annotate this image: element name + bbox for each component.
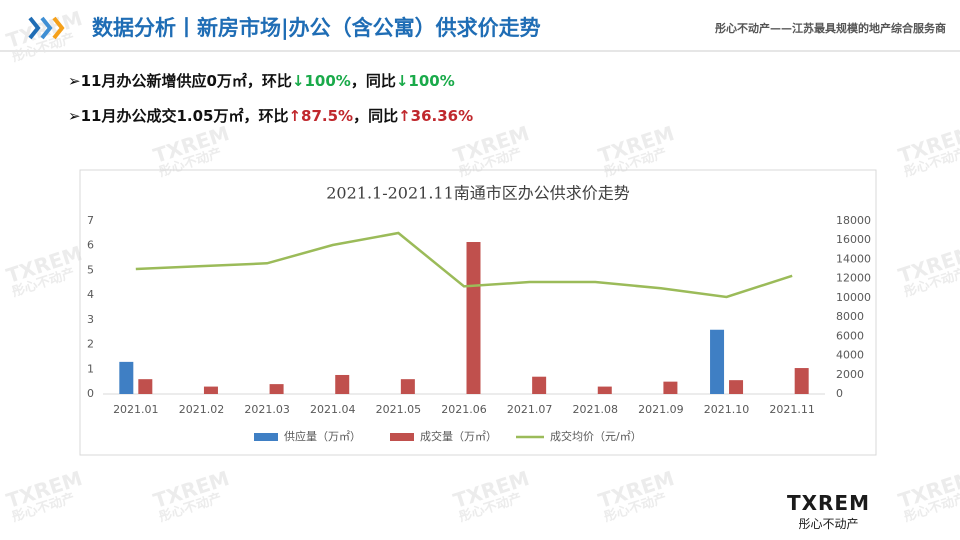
bullet: ➢11月办公成交1.05万㎡，环比↑87.5%，同比↑36.36% (68, 107, 474, 125)
bar (710, 329, 725, 394)
bar (794, 368, 809, 394)
x-tick-label: 2021.06 (441, 403, 487, 416)
page-title: 数据分析丨新房市场|办公（含公寓）供求价走势 (92, 16, 541, 40)
x-tick-label: 2021.08 (573, 403, 619, 416)
x-tick-label: 2021.04 (310, 403, 356, 416)
y2-tick-label: 16000 (836, 233, 871, 246)
divider (0, 50, 960, 52)
header-icon (28, 16, 65, 40)
bar (466, 242, 481, 394)
bar (269, 384, 284, 394)
x-tick-label: 2021.01 (113, 403, 159, 416)
bullet-text: ↓100% (395, 72, 455, 90)
y-tick-label: 4 (87, 288, 94, 301)
logo: TXREM 彤心不动产 (787, 491, 870, 532)
bullet-text: ↑36.36% (398, 107, 474, 125)
y2-tick-label: 6000 (836, 329, 864, 342)
bullet: ➢11月办公新增供应0万㎡，环比↓100%，同比↓100% (68, 72, 455, 90)
x-tick-label: 2021.11 (769, 403, 815, 416)
bar (400, 379, 415, 394)
bar (597, 386, 612, 394)
logo-sub: 彤心不动产 (798, 517, 859, 531)
bullet-text: ，同比 (353, 107, 399, 125)
bar (138, 379, 153, 394)
y2-tick-label: 4000 (836, 349, 864, 362)
x-tick-label: 2021.05 (376, 403, 422, 416)
x-tick-label: 2021.02 (179, 403, 225, 416)
legend-label: 成交均价（元/㎡） (550, 429, 642, 443)
chart-title: 2021.1-2021.11南通市区办公供求价走势 (326, 184, 630, 203)
y-tick-label: 2 (87, 338, 94, 351)
x-tick-label: 2021.07 (507, 403, 553, 416)
x-tick-label: 2021.03 (244, 403, 290, 416)
y2-tick-label: 0 (836, 387, 843, 400)
bar (663, 381, 678, 394)
line (135, 231, 793, 299)
bullet-text: 11月办公成交1.05万㎡，环比 (80, 107, 289, 125)
y-tick-label: 0 (87, 387, 94, 400)
bar (335, 374, 350, 394)
bar (203, 386, 218, 394)
y-tick-label: 7 (87, 214, 94, 227)
y2-tick-label: 8000 (836, 310, 864, 323)
logo-name: TXREM (786, 491, 870, 515)
bullet-text: ↓100% (291, 72, 351, 90)
bullet-text: ，同比 (350, 72, 396, 90)
bar (119, 361, 134, 394)
bar (729, 380, 744, 394)
bar (532, 376, 547, 394)
y2-tick-label: 12000 (836, 272, 871, 285)
bullet-text: 11月办公新增供应0万㎡，环比 (80, 72, 292, 90)
y2-tick-label: 18000 (836, 214, 871, 227)
legend-label: 供应量（万㎡） (284, 429, 361, 443)
y-tick-label: 6 (87, 239, 94, 252)
bullet-text: ↑87.5% (288, 107, 354, 125)
legend-swatch (254, 433, 278, 441)
chart-frame (79, 169, 877, 456)
y2-tick-label: 10000 (836, 291, 871, 304)
legend-label: 成交量（万㎡） (420, 429, 497, 443)
y-tick-label: 3 (87, 313, 94, 326)
tagline: 彤心不动产——江苏最具规模的地产综合服务商 (715, 22, 946, 35)
y-tick-label: 1 (87, 362, 94, 375)
x-tick-label: 2021.09 (638, 403, 684, 416)
x-tick-label: 2021.10 (704, 403, 750, 416)
y-tick-label: 5 (87, 263, 94, 276)
y2-tick-label: 14000 (836, 252, 871, 265)
y2-tick-label: 2000 (836, 368, 864, 381)
legend-swatch (390, 433, 414, 441)
